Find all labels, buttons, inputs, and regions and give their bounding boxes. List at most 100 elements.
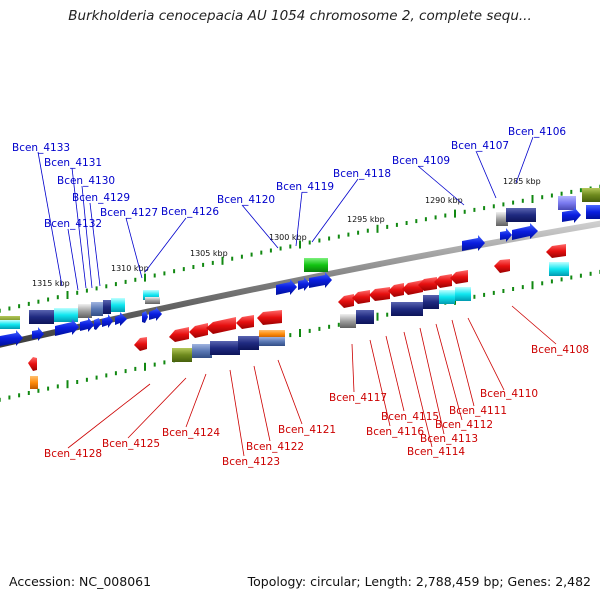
gene-feature bbox=[192, 344, 212, 358]
gene-label-bcen-4121: Bcen_4121 bbox=[278, 424, 336, 436]
gene-arrow bbox=[32, 327, 44, 341]
major-tick bbox=[144, 362, 146, 371]
minor-tick bbox=[202, 262, 205, 267]
gene-feature bbox=[586, 205, 600, 219]
minor-tick bbox=[444, 213, 447, 218]
minor-tick bbox=[240, 254, 243, 259]
gene-feature bbox=[423, 295, 439, 309]
gene-arrow bbox=[512, 223, 538, 240]
gene-arrow bbox=[338, 294, 354, 308]
minor-tick bbox=[415, 219, 418, 224]
minor-tick bbox=[541, 195, 544, 200]
gene-label-bcen-4132: Bcen_4132 bbox=[44, 218, 102, 230]
minor-tick bbox=[124, 279, 127, 284]
minor-tick bbox=[308, 240, 311, 245]
gene-label-bcen-4124: Bcen_4124 bbox=[162, 427, 220, 439]
gene-feature bbox=[496, 212, 508, 226]
minor-tick bbox=[579, 273, 582, 278]
scale-labels: 1315 kbp 1310 kbp 1305 kbp 1300 kbp 1295… bbox=[32, 177, 541, 288]
minor-tick bbox=[85, 377, 88, 382]
minor-tick bbox=[279, 246, 282, 251]
gene-arrow bbox=[206, 317, 236, 334]
minor-tick bbox=[134, 277, 137, 282]
minor-tick bbox=[521, 285, 524, 290]
minor-tick bbox=[18, 304, 21, 309]
scale-label-1295: 1295 kbp bbox=[347, 215, 385, 224]
gene-arrow bbox=[80, 317, 94, 332]
gene-label-bcen-4126: Bcen_4126 bbox=[161, 206, 219, 218]
minor-tick bbox=[492, 290, 495, 295]
minor-tick bbox=[512, 200, 515, 205]
gene-label-bcen-4127: Bcen_4127 bbox=[100, 207, 158, 219]
minor-tick bbox=[560, 191, 563, 196]
gene-feature bbox=[172, 348, 192, 362]
minor-tick bbox=[366, 228, 369, 233]
minor-tick bbox=[289, 244, 292, 249]
gene-arrow bbox=[134, 337, 147, 351]
gene-arrow bbox=[352, 290, 370, 304]
minor-tick bbox=[512, 287, 515, 291]
minor-tick bbox=[47, 386, 50, 391]
gene-feature bbox=[210, 341, 240, 355]
scale-label-1285: 1285 kbp bbox=[503, 177, 541, 186]
minor-tick bbox=[231, 256, 234, 261]
gene-label-bcen-4131: Bcen_4131 bbox=[44, 157, 102, 169]
minor-tick bbox=[95, 375, 98, 380]
minor-tick bbox=[483, 206, 486, 211]
reverse-genes bbox=[28, 244, 569, 389]
gene-label-bcen-4125: Bcen_4125 bbox=[102, 438, 160, 450]
gene-feature bbox=[30, 376, 38, 389]
gene-arrow bbox=[236, 315, 254, 329]
minor-tick bbox=[337, 234, 340, 239]
gene-feature bbox=[558, 196, 576, 210]
major-tick bbox=[144, 273, 146, 282]
gene-arrow bbox=[434, 274, 452, 288]
minor-tick bbox=[434, 215, 437, 220]
minor-tick bbox=[134, 366, 137, 371]
minor-tick bbox=[395, 222, 398, 227]
gene-label-bcen-4119: Bcen_4119 bbox=[276, 181, 334, 193]
gene-label-bcen-4112: Bcen_4112 bbox=[435, 419, 493, 431]
gene-feature bbox=[304, 258, 328, 272]
scale-label-1315: 1315 kbp bbox=[32, 279, 70, 288]
top-connectors bbox=[37, 136, 534, 291]
minor-tick bbox=[153, 273, 156, 278]
minor-tick bbox=[47, 297, 50, 302]
minor-tick bbox=[37, 388, 40, 393]
gene-arrow bbox=[298, 277, 310, 291]
map-title: Burkholderia cenocepacia AU 1054 chromos… bbox=[68, 8, 532, 24]
minor-tick bbox=[0, 308, 1, 313]
minor-tick bbox=[114, 371, 117, 376]
gene-arrow bbox=[309, 272, 332, 288]
gene-arrow bbox=[388, 283, 404, 297]
forward-genes bbox=[0, 188, 600, 346]
gene-feature bbox=[439, 290, 455, 304]
minor-tick bbox=[570, 189, 573, 194]
gene-arrow bbox=[418, 277, 437, 291]
gene-label-bcen-4123: Bcen_4123 bbox=[222, 456, 280, 468]
minor-tick bbox=[173, 269, 176, 274]
gene-arrow bbox=[562, 207, 581, 223]
gene-arrow bbox=[369, 287, 390, 301]
minor-tick bbox=[357, 230, 360, 235]
gene-arrow bbox=[115, 312, 127, 326]
gene-label-bcen-4107: Bcen_4107 bbox=[451, 140, 509, 152]
minor-tick bbox=[560, 277, 563, 282]
minor-tick bbox=[473, 294, 476, 299]
minor-tick bbox=[386, 312, 389, 317]
major-tick bbox=[376, 312, 379, 321]
minor-tick bbox=[550, 193, 553, 198]
minor-tick bbox=[163, 271, 166, 276]
minor-tick bbox=[424, 217, 427, 222]
minor-tick bbox=[105, 284, 108, 289]
gene-arrow bbox=[28, 357, 37, 371]
minor-tick bbox=[328, 236, 331, 241]
major-tick bbox=[454, 209, 456, 218]
major-tick bbox=[66, 380, 69, 389]
gene-arrow bbox=[257, 310, 282, 325]
major-tick bbox=[66, 291, 69, 299]
major-tick bbox=[531, 281, 534, 290]
minor-tick bbox=[473, 207, 476, 212]
topology-summary: Topology: circular; Length: 2,788,459 bp… bbox=[247, 574, 591, 589]
gene-arrow bbox=[500, 228, 512, 242]
